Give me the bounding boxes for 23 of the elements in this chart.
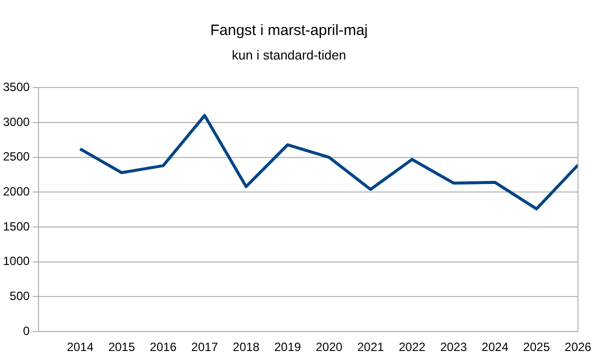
chart-subtitle: kun i standard-tiden [232,47,346,62]
x-tick-label: 2014 [66,340,94,354]
x-tick-label: 2025 [523,340,550,354]
y-tick-label: 1500 [2,219,30,234]
x-tick-label: 2020 [316,340,343,354]
chart-title: Fangst i marst-april-maj [210,22,368,40]
x-tick-label: 2015 [108,340,136,354]
x-tick-label: 2018 [232,340,260,354]
x-tick-label: 2021 [357,340,384,354]
x-tick-label: 2024 [482,340,509,354]
y-tick-label: 500 [10,289,30,304]
y-tick-label: 0 [23,324,30,338]
x-tick-label: 2019 [274,340,302,354]
x-tick-label: 2016 [150,340,177,354]
y-tick-label: 3000 [2,114,30,129]
y-tick-label: 3500 [2,80,30,94]
x-tick-label: 2023 [440,340,468,354]
x-tick-label: 2017 [191,340,218,354]
y-tick-label: 2000 [2,184,30,198]
x-tick-label: 2026 [564,340,592,354]
x-tick-label: 2022 [398,340,426,354]
y-tick-label: 2500 [2,150,30,164]
y-tick-label: 1000 [2,254,30,268]
